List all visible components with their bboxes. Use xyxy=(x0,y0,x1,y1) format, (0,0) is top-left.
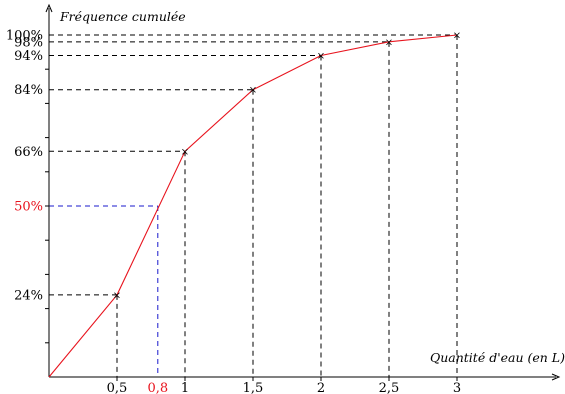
data-point-marker: × xyxy=(385,37,393,48)
y-value-label: 84% xyxy=(14,83,43,98)
y-value-label: 66% xyxy=(14,145,43,160)
data-point-marker: × xyxy=(453,31,461,42)
data-point-marker: × xyxy=(249,85,257,96)
x-axis-title: Quantité d'eau (en L) xyxy=(430,350,565,365)
data-point-marker: × xyxy=(113,290,121,301)
x-tick-label: 1 xyxy=(181,381,189,394)
y-value-label: 24% xyxy=(14,288,43,303)
y-value-label: 94% xyxy=(14,49,43,64)
ticks xyxy=(45,69,457,381)
x-tick-label: 1,5 xyxy=(243,381,264,394)
x-tick-label: 0,5 xyxy=(107,381,128,394)
series: × × × × × × xyxy=(49,31,461,378)
data-point-marker: × xyxy=(181,147,189,158)
y-axis-title: Fréquence cumulée xyxy=(59,9,186,24)
annotation-x-label: 0,8 xyxy=(147,381,168,394)
x-tick-label: 2 xyxy=(317,381,325,394)
data-point-marker: × xyxy=(317,51,325,62)
x-tick-label: 3 xyxy=(453,381,461,394)
axes: Fréquence cumulée Quantité d'eau (en L) xyxy=(46,5,565,380)
y-value-label: 100% xyxy=(6,29,43,44)
annotation-y-label: 50% xyxy=(14,200,43,215)
x-tick-label: 2,5 xyxy=(379,381,400,394)
labels: 0,511,522,5324%66%84%94%98%100%50%0,8 xyxy=(6,29,461,394)
